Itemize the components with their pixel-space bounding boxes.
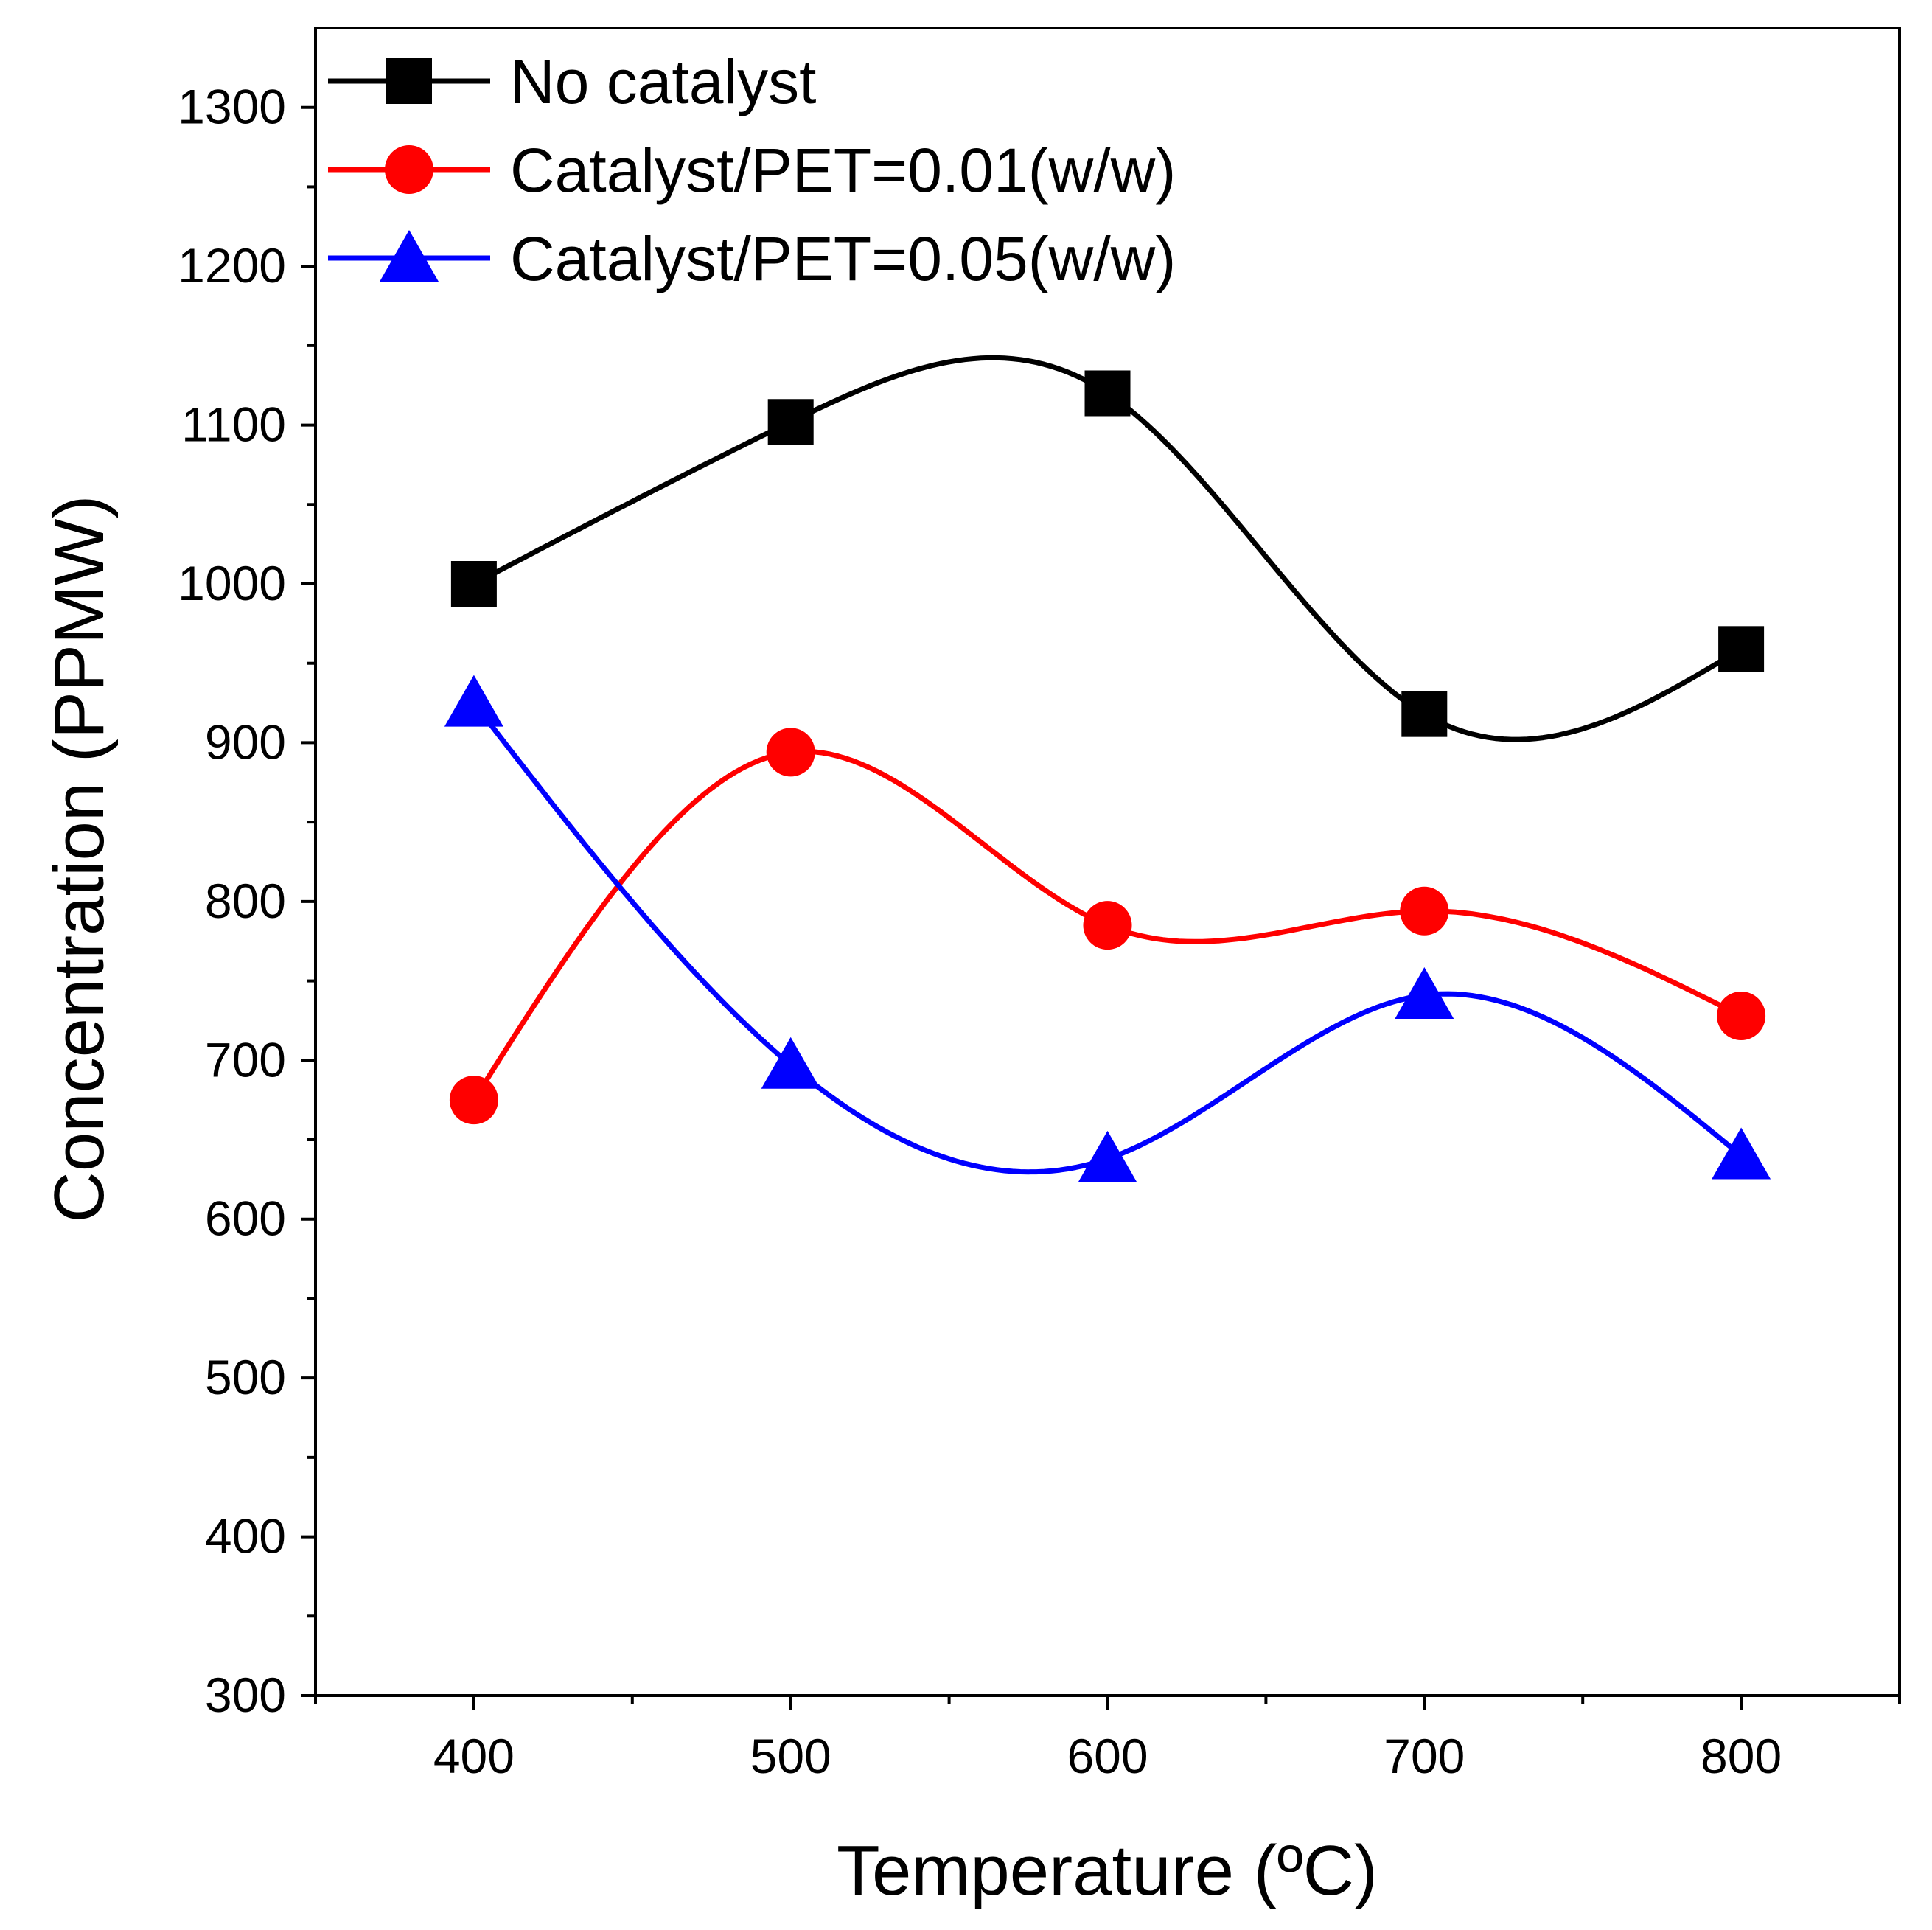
legend-marker [386,58,432,104]
legend-entry: Catalyst/PET=0.01(w/w) [328,136,1176,205]
x-tick-label: 800 [1701,1729,1782,1783]
data-point [1401,691,1448,737]
x-tick-label: 600 [1067,1729,1148,1783]
x-tick-label: 400 [433,1729,515,1783]
series-1 [450,355,1765,742]
series-3 [444,675,1771,1182]
y-tick-label: 900 [205,714,286,769]
y-tick-label: 500 [205,1350,286,1404]
y-tick-label: 1100 [181,397,286,452]
data-point [761,1037,820,1089]
data-point [766,728,815,777]
y-tick-label: 1300 [178,80,286,134]
y-axis-title: Concentration (PPMW) [40,495,119,1223]
data-point [450,561,497,607]
y-tick-label: 300 [205,1668,286,1722]
data-point [1717,991,1766,1040]
x-tick-label: 700 [1384,1729,1465,1783]
legend-label: Catalyst/PET=0.01(w/w) [510,136,1176,205]
x-tick-label: 500 [750,1729,831,1783]
legend-label: No catalyst [510,47,817,116]
series-2 [449,728,1766,1125]
legend-marker [380,230,439,282]
data-point [444,675,503,727]
legend-marker [385,145,433,194]
data-point [1395,966,1454,1019]
plot-area [444,355,1771,1182]
data-point [1400,886,1449,936]
x-axis-title: Temperature (ºC) [837,1831,1378,1910]
data-point [1083,901,1132,950]
y-tick-label: 400 [205,1509,286,1564]
data-point [1078,1130,1137,1182]
legend: No catalyst Catalyst/PET=0.01(w/w) Catalys… [328,47,1176,293]
y-tick-label: 1200 [178,238,286,293]
y-tick-label: 1000 [178,556,286,610]
data-point [1718,626,1765,672]
axes: 300 400 500 600 700 800 900 1000 1100 1200 1300 400… [178,27,1901,1783]
legend-label: Catalyst/PET=0.05(w/w) [510,224,1176,293]
y-tick-label: 700 [205,1032,286,1087]
data-point [1084,370,1131,417]
legend-entry: No catalyst [328,47,817,116]
data-point [449,1076,498,1125]
data-point [1712,1127,1771,1180]
y-tick-label: 600 [205,1191,286,1246]
legend-entry: Catalyst/PET=0.05(w/w) [328,224,1176,293]
y-tick-label: 800 [205,874,286,928]
data-point [767,399,814,445]
